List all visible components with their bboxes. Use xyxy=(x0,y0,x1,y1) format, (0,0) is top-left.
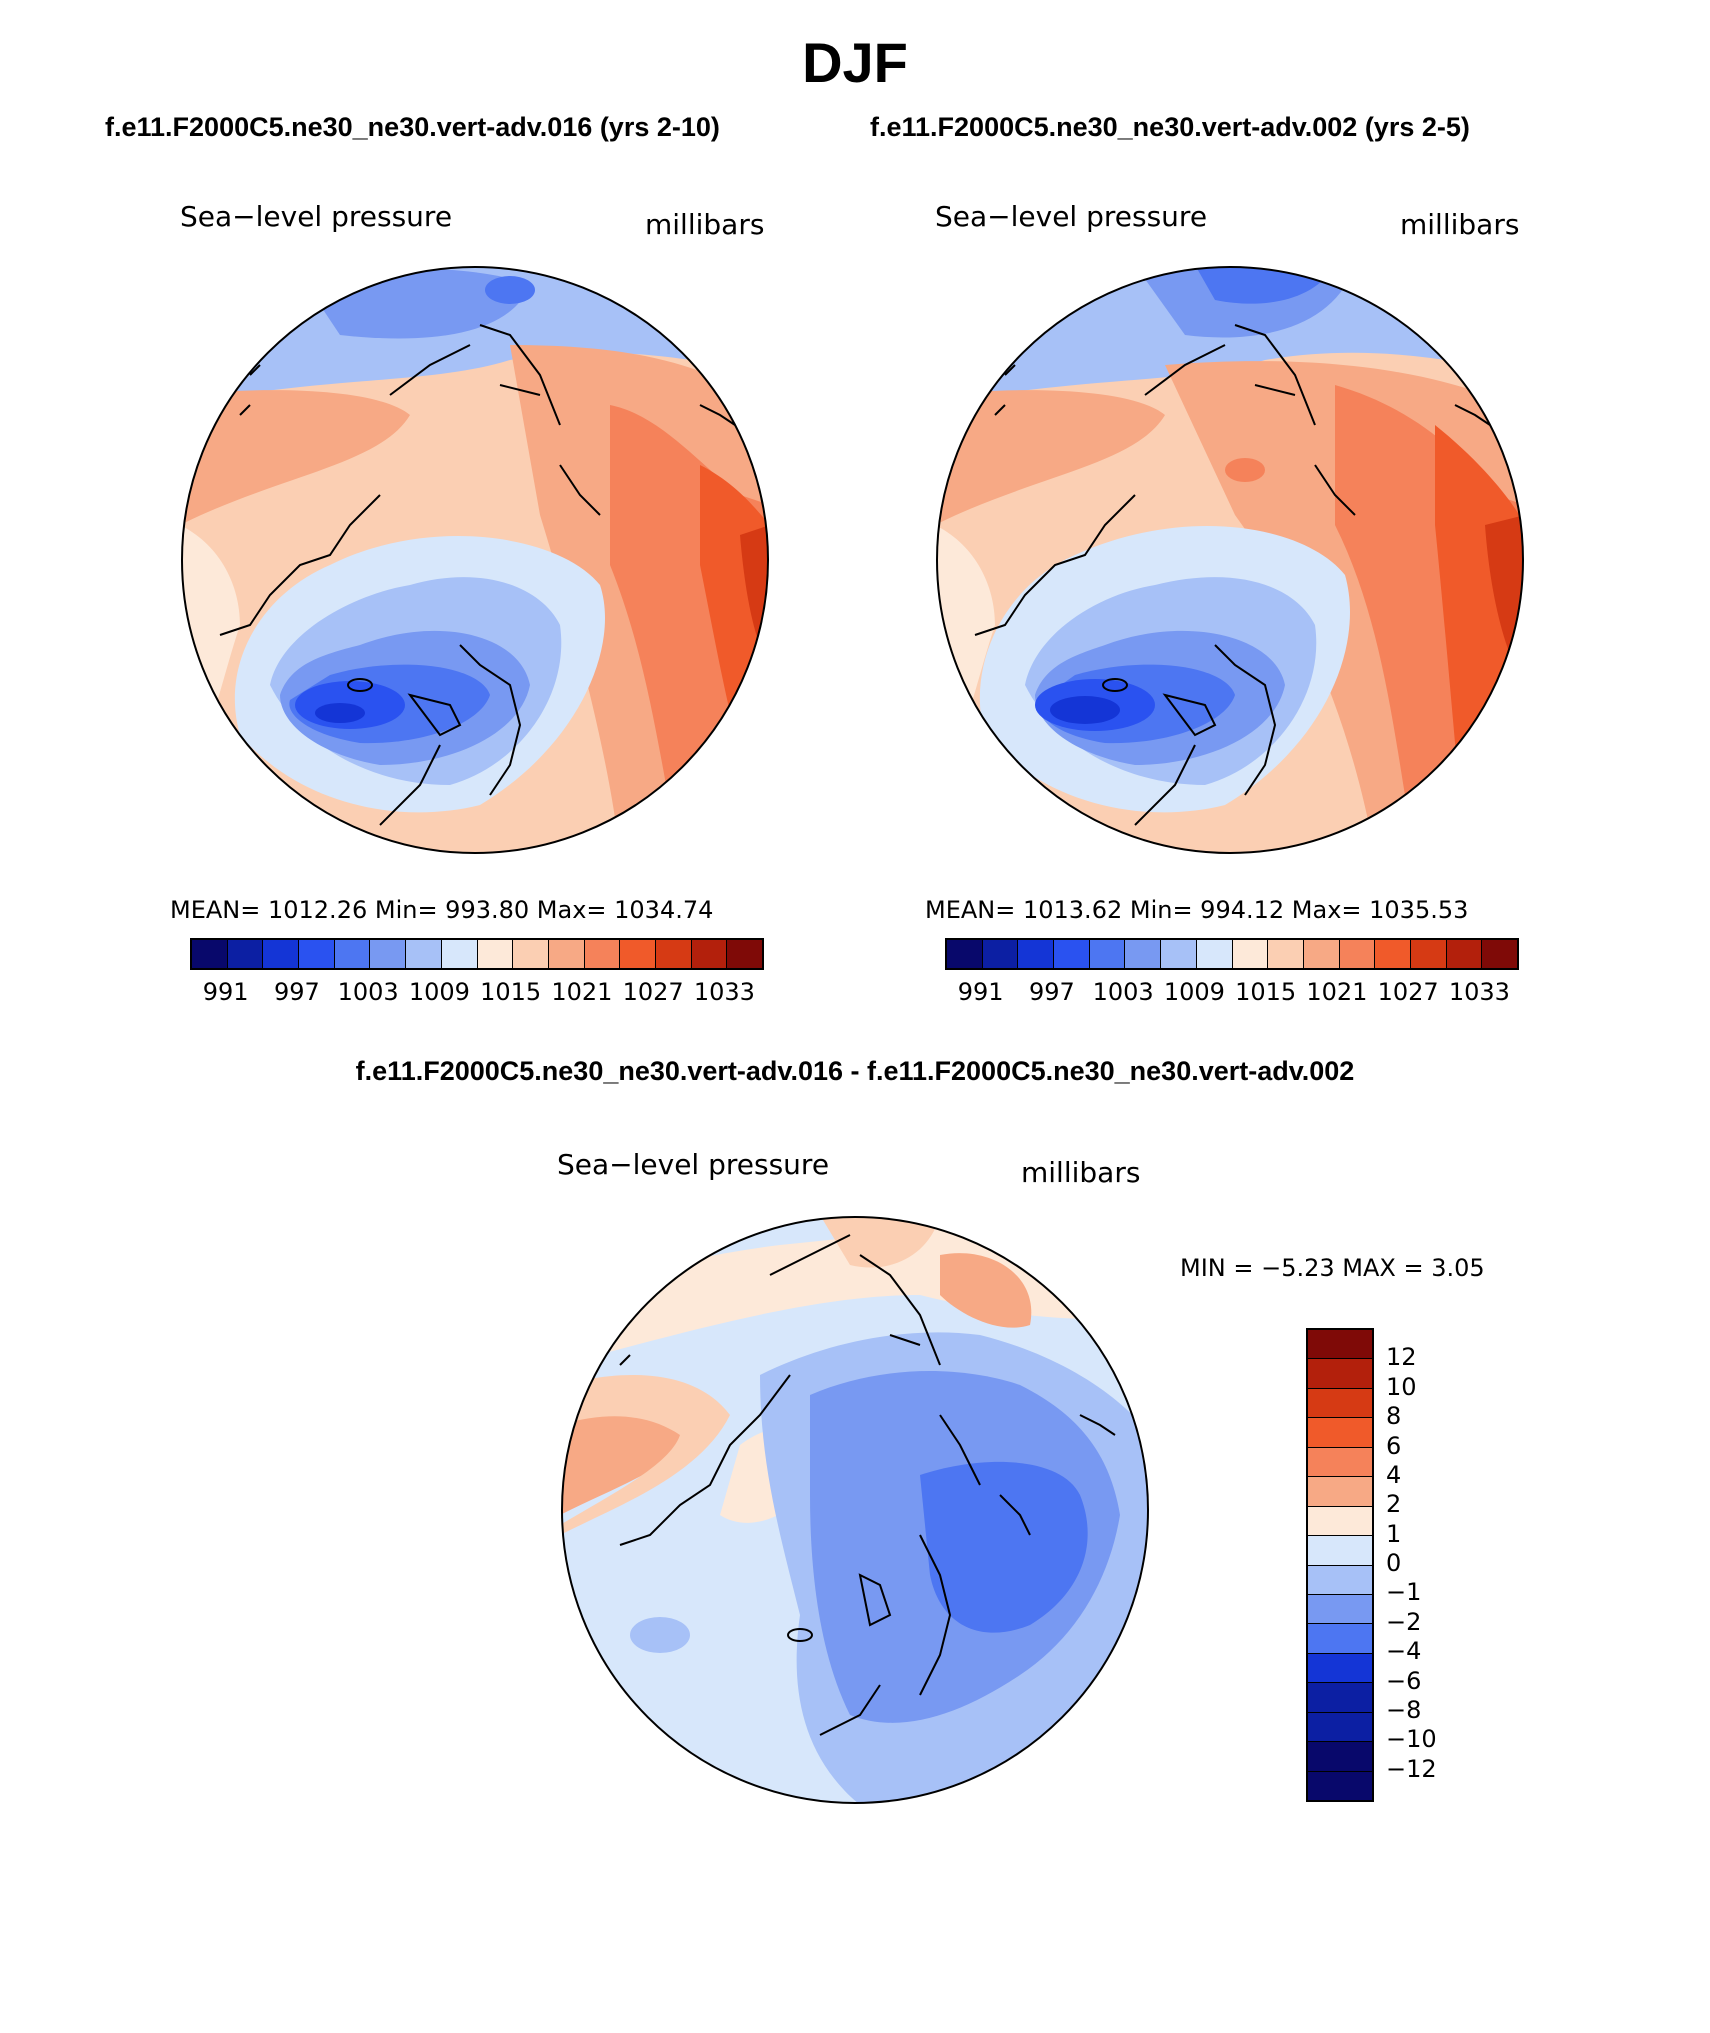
diff-colorbar xyxy=(1306,1328,1374,1802)
colorbar-tick-label: 2 xyxy=(1386,1490,1402,1519)
colorbar-tick-label: −6 xyxy=(1386,1666,1422,1695)
colorbar-tick-label: 1015 xyxy=(480,978,542,1006)
colorbar-tick-label: 991 xyxy=(957,978,1004,1006)
case2-title: f.e11.F2000C5.ne30_ne30.vert-adv.002 (yr… xyxy=(870,112,1470,142)
panel2-colorbar xyxy=(945,938,1519,970)
colorbar-swatch xyxy=(1308,1388,1372,1419)
colorbar-swatch xyxy=(584,940,621,968)
colorbar-swatch xyxy=(947,940,983,968)
colorbar-swatch xyxy=(263,940,300,968)
panel1-variable: Sea−level pressure xyxy=(180,200,453,233)
colorbar-tick-label: −2 xyxy=(1386,1607,1422,1636)
panel2-map xyxy=(936,266,1524,854)
colorbar-swatch xyxy=(1308,1536,1372,1566)
colorbar-swatch xyxy=(1308,1653,1372,1684)
diff-minmax: MIN = −5.23 MAX = 3.05 xyxy=(1180,1254,1485,1282)
panel2-variable: Sea−level pressure xyxy=(935,200,1208,233)
colorbar-swatch xyxy=(620,940,656,968)
colorbar-swatch xyxy=(727,940,762,968)
colorbar-swatch xyxy=(1339,940,1376,968)
panel2-units: millibars xyxy=(1400,208,1520,241)
colorbar-tick-label: 1027 xyxy=(622,978,684,1006)
colorbar-swatch xyxy=(1196,940,1233,968)
colorbar-tick-label: 12 xyxy=(1386,1343,1417,1372)
colorbar-swatch xyxy=(513,940,549,968)
colorbar-swatch xyxy=(1482,940,1517,968)
colorbar-swatch xyxy=(370,940,407,968)
colorbar-tick-label: 1033 xyxy=(1448,978,1510,1006)
colorbar-tick-label: 0 xyxy=(1386,1549,1402,1577)
colorbar-swatch xyxy=(1018,940,1055,968)
colorbar-swatch xyxy=(227,940,264,968)
diff-title: f.e11.F2000C5.ne30_ne30.vert-adv.016 - f… xyxy=(355,1056,1355,1086)
colorbar-tick-label: 10 xyxy=(1386,1372,1417,1401)
colorbar-swatch xyxy=(1308,1565,1372,1595)
colorbar-swatch xyxy=(1308,1447,1372,1478)
colorbar-swatch xyxy=(1232,940,1269,968)
colorbar-tick-label: 991 xyxy=(202,978,249,1006)
colorbar-tick-label: 1 xyxy=(1386,1519,1402,1548)
colorbar-swatch xyxy=(982,940,1019,968)
colorbar-tick-label: 1015 xyxy=(1235,978,1297,1006)
colorbar-swatch xyxy=(1089,940,1126,968)
colorbar-swatch xyxy=(1308,1477,1372,1507)
colorbar-tick-label: 1027 xyxy=(1377,978,1439,1006)
colorbar-tick-label: 997 xyxy=(273,978,320,1006)
colorbar-swatch xyxy=(1308,1506,1372,1537)
colorbar-tick-label: −10 xyxy=(1386,1725,1437,1754)
diff-units: millibars xyxy=(1021,1156,1141,1189)
colorbar-swatch xyxy=(1303,940,1340,968)
colorbar-swatch xyxy=(1161,940,1197,968)
panel1-units: millibars xyxy=(645,208,765,241)
colorbar-swatch xyxy=(334,940,371,968)
colorbar-swatch xyxy=(548,940,585,968)
colorbar-swatch xyxy=(1308,1771,1372,1800)
figure-title: DJF xyxy=(802,31,908,94)
colorbar-swatch xyxy=(1308,1683,1372,1713)
colorbar-tick-label: 1021 xyxy=(1306,978,1368,1006)
panel1-stats: MEAN= 1012.26 Min= 993.80 Max= 1034.74 xyxy=(170,896,714,924)
colorbar-swatch xyxy=(1410,940,1447,968)
colorbar-swatch xyxy=(192,940,228,968)
colorbar-tick-label: 1003 xyxy=(337,978,399,1006)
case1-title: f.e11.F2000C5.ne30_ne30.vert-adv.016 (yr… xyxy=(105,112,720,142)
colorbar-tick-label: 997 xyxy=(1028,978,1075,1006)
colorbar-swatch xyxy=(406,940,442,968)
diff-variable: Sea−level pressure xyxy=(557,1148,830,1181)
colorbar-swatch xyxy=(477,940,514,968)
panel1-map xyxy=(181,266,769,854)
colorbar-tick-label: −4 xyxy=(1386,1637,1422,1666)
colorbar-tick-label: 4 xyxy=(1386,1460,1402,1489)
colorbar-swatch xyxy=(1446,940,1483,968)
colorbar-tick-label: −12 xyxy=(1386,1754,1437,1783)
colorbar-swatch xyxy=(691,940,728,968)
panel1-colorbar xyxy=(190,938,764,970)
colorbar-tick-label: 1003 xyxy=(1092,978,1154,1006)
colorbar-swatch xyxy=(1125,940,1162,968)
colorbar-swatch xyxy=(1308,1359,1372,1389)
colorbar-swatch xyxy=(299,940,335,968)
colorbar-swatch xyxy=(1308,1330,1372,1360)
diff-map xyxy=(561,1216,1149,1804)
colorbar-swatch xyxy=(1308,1742,1372,1772)
colorbar-tick-label: 1033 xyxy=(693,978,755,1006)
colorbar-tick-label: −8 xyxy=(1386,1695,1422,1724)
colorbar-swatch xyxy=(1308,1712,1372,1743)
panel2-stats: MEAN= 1013.62 Min= 994.12 Max= 1035.53 xyxy=(925,896,1469,924)
colorbar-tick-label: 1021 xyxy=(551,978,613,1006)
colorbar-swatch xyxy=(1308,1594,1372,1625)
colorbar-swatch xyxy=(1375,940,1411,968)
colorbar-tick-label: 6 xyxy=(1386,1431,1402,1460)
colorbar-swatch xyxy=(1308,1624,1372,1654)
colorbar-swatch xyxy=(1054,940,1090,968)
colorbar-tick-label: 1009 xyxy=(1163,978,1225,1006)
colorbar-tick-label: 8 xyxy=(1386,1402,1402,1431)
colorbar-swatch xyxy=(655,940,692,968)
colorbar-swatch xyxy=(1308,1418,1372,1448)
colorbar-tick-label: 1009 xyxy=(408,978,470,1006)
colorbar-tick-label: −1 xyxy=(1386,1578,1422,1607)
colorbar-swatch xyxy=(1268,940,1304,968)
colorbar-swatch xyxy=(441,940,478,968)
